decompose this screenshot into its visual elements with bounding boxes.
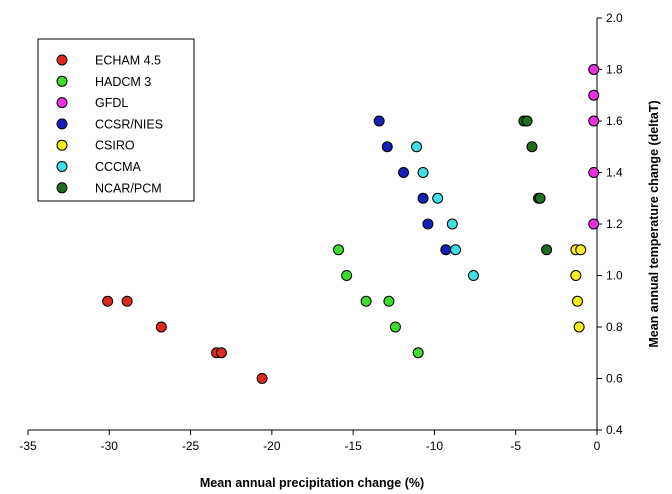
legend-label: CSIRO <box>95 139 135 153</box>
data-point <box>383 295 395 307</box>
data-point <box>575 244 587 256</box>
x-tick-label: -20 <box>263 439 281 453</box>
legend-marker <box>56 75 68 87</box>
x-tick-label: -30 <box>101 439 119 453</box>
series-cccma <box>411 141 479 281</box>
legend-label: GFDL <box>95 96 128 110</box>
data-point <box>256 373 268 384</box>
series-gfdl <box>588 64 600 230</box>
data-point <box>417 192 429 204</box>
data-point <box>541 244 553 256</box>
legend: ECHAM 4.5 HADCM 3 GFDL CCSR/NIES CSIRO CCCMA N… <box>37 38 195 202</box>
legend-marker <box>56 118 68 130</box>
data-point <box>398 167 410 178</box>
data-point <box>417 167 429 178</box>
data-point <box>570 270 582 281</box>
data-point <box>588 218 600 230</box>
series-echam-4-5 <box>102 295 268 384</box>
y-tick-label: 1.0 <box>606 269 623 283</box>
legend-marker <box>56 182 68 194</box>
y-tick-label: 1.6 <box>606 114 623 128</box>
data-point <box>440 244 452 256</box>
x-tick-label: -35 <box>19 439 37 453</box>
y-tick-label: 0.4 <box>606 423 623 437</box>
data-point <box>411 141 423 153</box>
series-ccsr-nies <box>373 115 452 256</box>
data-point <box>412 347 424 359</box>
series-csiro <box>570 244 587 333</box>
data-point <box>450 244 462 256</box>
legend-label: CCCMA <box>95 160 141 174</box>
data-point <box>534 192 546 204</box>
legend-label: ECHAM 4.5 <box>95 54 161 68</box>
data-point <box>432 192 444 204</box>
series-ncar-pcm <box>518 115 553 256</box>
data-points <box>102 64 600 384</box>
y-tick-label: 2.0 <box>606 11 623 25</box>
data-point <box>215 347 227 359</box>
y-tick-label: 0.8 <box>606 320 623 334</box>
legend-marker <box>56 54 68 66</box>
data-point <box>588 89 600 101</box>
y-axis-title: Mean annual temperature change (deltaT) <box>647 100 661 347</box>
x-tick-label: 0 <box>594 439 601 453</box>
data-point <box>588 64 600 75</box>
data-point <box>588 167 600 178</box>
data-point <box>341 270 353 281</box>
data-point <box>526 141 538 153</box>
data-point <box>446 218 458 230</box>
legend-label: NCAR/PCM <box>95 181 162 195</box>
data-point <box>360 295 372 307</box>
data-point <box>373 115 385 127</box>
data-point <box>571 295 583 307</box>
data-point <box>467 270 479 281</box>
legend-marker <box>56 161 68 172</box>
data-point <box>155 321 167 333</box>
data-point <box>333 244 345 256</box>
x-tick-label: -5 <box>510 439 521 453</box>
legend-label: HADCM 3 <box>95 75 151 89</box>
y-tick-label: 1.8 <box>606 63 623 77</box>
legend-marker <box>56 97 68 109</box>
data-point <box>381 141 393 153</box>
x-tick-label: -10 <box>426 439 444 453</box>
x-tick-label: -25 <box>182 439 200 453</box>
y-tick-label: 0.6 <box>606 372 623 386</box>
data-point <box>588 115 600 127</box>
x-axis-ticks: -35 -30 -25 -20 -15 -10 -5 0 <box>19 430 601 453</box>
series-hadcm-3 <box>333 244 424 359</box>
y-tick-label: 1.2 <box>606 217 623 231</box>
y-tick-label: 1.4 <box>606 166 623 180</box>
legend-marker <box>56 139 68 151</box>
x-tick-label: -15 <box>344 439 362 453</box>
legend-label: CCSR/NIES <box>95 117 163 131</box>
y-axis-ticks: 0.4 0.6 0.8 1.0 1.2 1.4 1.6 1.8 2.0 <box>597 11 623 437</box>
data-point <box>121 295 133 307</box>
data-point <box>102 295 114 307</box>
data-point <box>521 115 533 127</box>
data-point <box>389 321 401 333</box>
data-point <box>573 321 585 333</box>
data-point <box>422 218 434 230</box>
x-axis-title: Mean annual precipitation change (%) <box>200 476 424 490</box>
